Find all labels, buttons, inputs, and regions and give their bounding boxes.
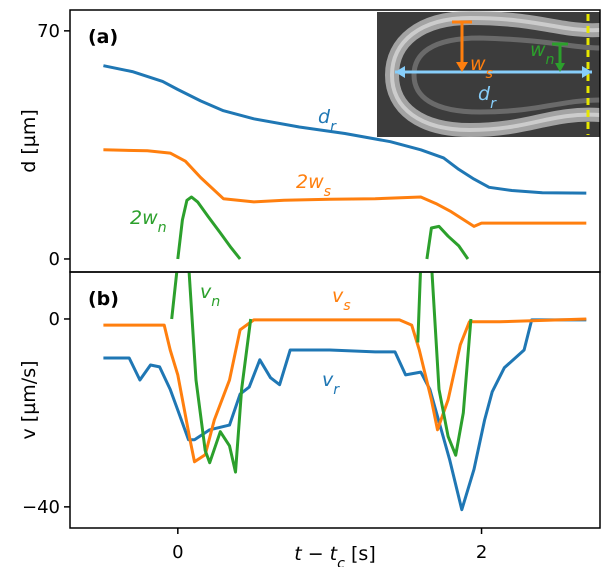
panel-label: (a) (88, 26, 118, 48)
x-axis-label-after: [s] (345, 543, 376, 565)
panel-label: (b) (88, 288, 119, 310)
annotation-sub: r (333, 382, 340, 398)
annotation-main: 2w (130, 207, 158, 229)
x-tick-label: 0 (172, 542, 183, 563)
inset-image (377, 10, 601, 138)
inset-label: dr (478, 83, 497, 112)
annotation: 2ws (296, 171, 332, 200)
y-axis-label: d [µm] (18, 109, 40, 173)
x-axis-label-main: t − t (294, 543, 338, 565)
x-axis-label: t − tc [s] (294, 543, 376, 567)
y-tick-label: 70 (37, 21, 60, 42)
series-line (103, 64, 587, 195)
inset-label-main: w (530, 39, 546, 61)
annotation-sub: n (211, 294, 220, 310)
axes-frame (69, 271, 601, 529)
y-tick-label: 0 (49, 249, 60, 270)
annotation: vn (200, 281, 220, 310)
inset-label-main: d (478, 83, 491, 105)
series-line (170, 272, 473, 474)
annotation-main: v (322, 369, 334, 391)
annotation: 2wn (130, 207, 167, 236)
series-line (103, 148, 587, 228)
plot-area (103, 272, 587, 512)
y-axis-label: v [µm/s] (18, 360, 40, 439)
annotation-sub: s (343, 298, 351, 314)
inset-label-sub: n (546, 52, 555, 68)
annotation-main: 2w (296, 171, 324, 193)
series-line (176, 195, 470, 260)
series-line (103, 317, 587, 464)
x-tick-label: 2 (476, 542, 487, 563)
inset-label-sub: r (490, 96, 497, 112)
x-axis-label-sub: c (337, 556, 345, 567)
annotation-sub: s (324, 184, 332, 200)
annotation: vr (322, 369, 340, 398)
series-line (103, 318, 587, 512)
annotation-sub: n (158, 220, 167, 236)
annotation-main: v (332, 285, 344, 307)
inset-label-sub: s (486, 66, 494, 82)
y-tick-label: 0 (49, 309, 60, 330)
inset-label: wn (530, 39, 555, 68)
inset-label-main: w (470, 53, 486, 75)
annotation-main: d (318, 106, 331, 128)
inset-label: ws (470, 53, 494, 82)
annotation: vs (332, 285, 351, 314)
annotation-main: v (200, 281, 212, 303)
annotation: dr (318, 106, 337, 135)
y-tick-label: −40 (22, 497, 60, 518)
annotation-sub: r (330, 119, 337, 135)
plot-area (103, 64, 587, 260)
